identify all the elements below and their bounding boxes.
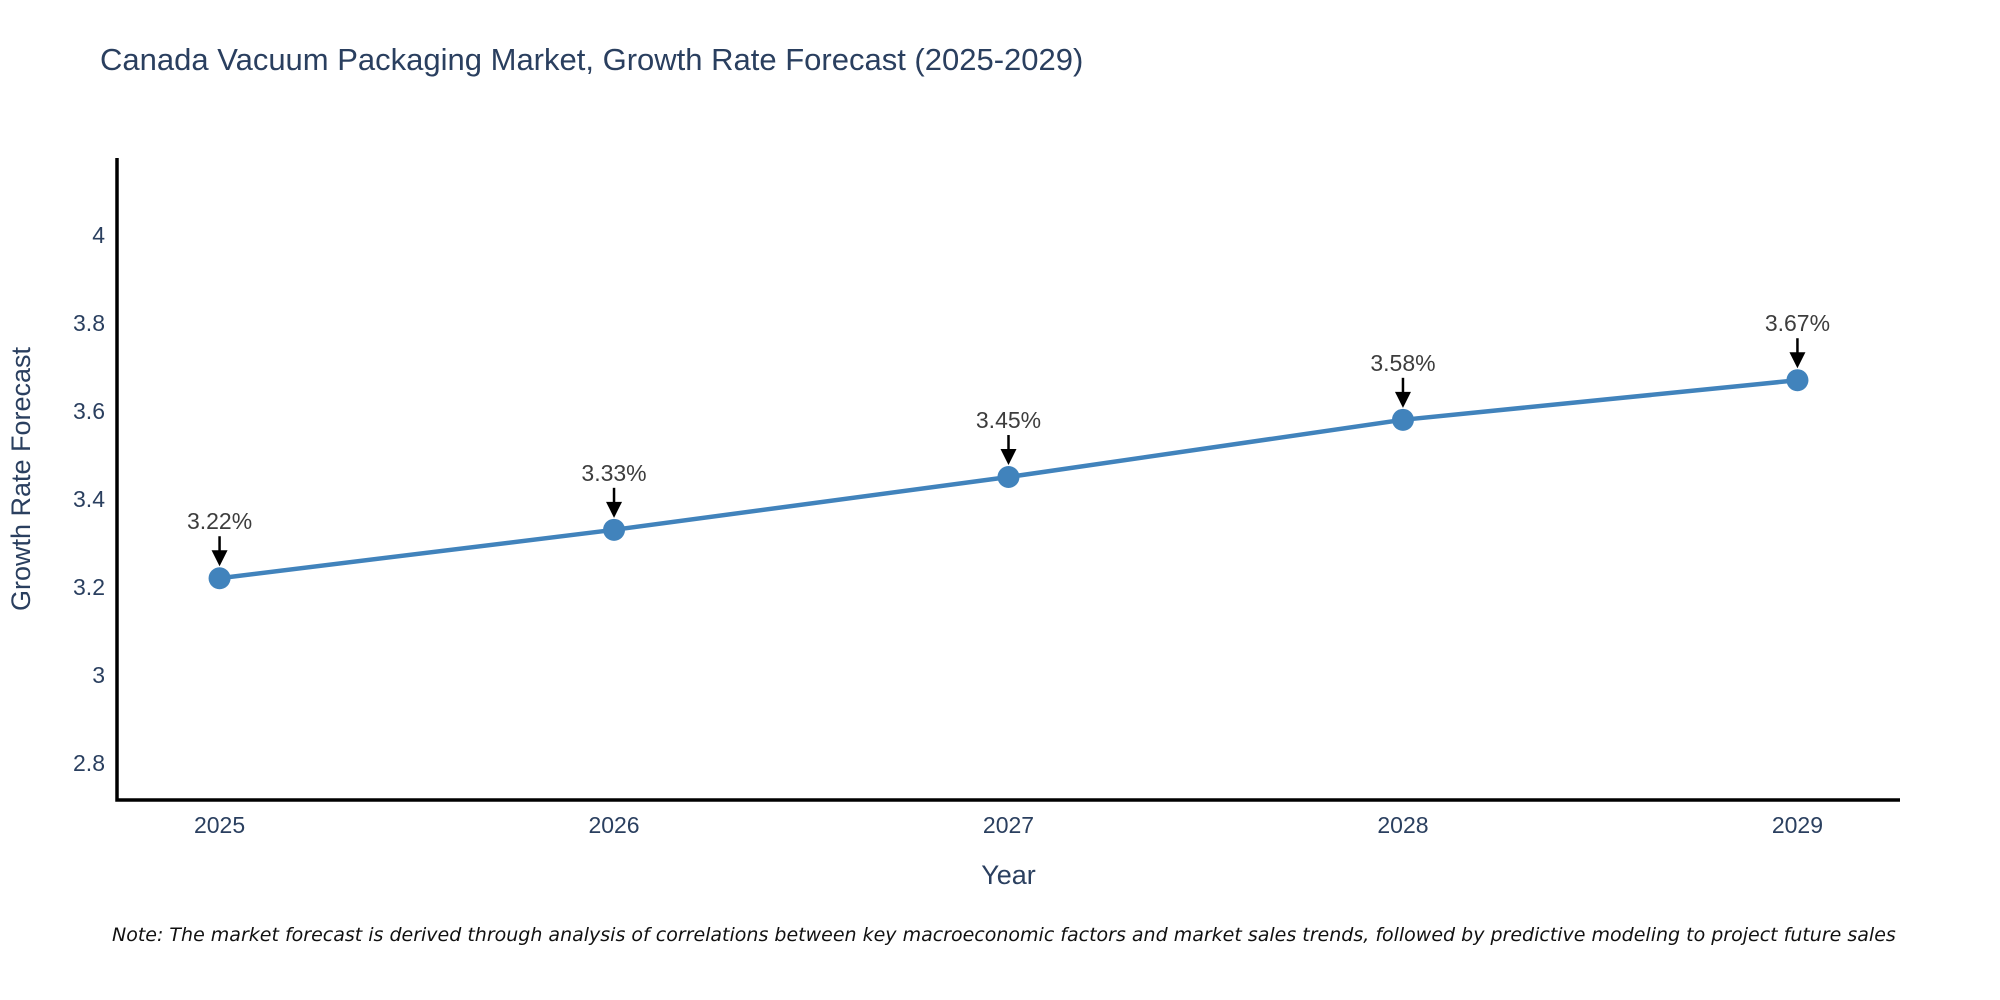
data-label: 3.58% <box>1370 350 1435 376</box>
data-label: 3.22% <box>187 508 252 534</box>
y-tick-label: 3 <box>92 662 105 688</box>
y-tick-label: 4 <box>92 222 105 248</box>
x-axis-title: Year <box>981 860 1036 890</box>
footnote: Note: The market forecast is derived thr… <box>112 924 1896 946</box>
annotation-arrow-head <box>211 550 228 567</box>
y-tick-label: 3.2 <box>73 574 105 600</box>
y-axis-title: Growth Rate Forecast <box>6 346 36 611</box>
y-tick-label: 3.4 <box>73 486 105 512</box>
y-tick-label: 3.8 <box>73 310 105 336</box>
chart-title: Canada Vacuum Packaging Market, Growth R… <box>100 42 1084 77</box>
annotation-arrow-head <box>606 501 623 518</box>
axis-lines <box>115 158 1900 802</box>
x-tick-label: 2025 <box>194 812 245 838</box>
x-tick-label: 2027 <box>983 812 1034 838</box>
annotation-arrow-head <box>1000 449 1017 466</box>
data-label: 3.33% <box>581 460 646 486</box>
annotation-arrow-head <box>1394 391 1411 408</box>
x-tick-label: 2026 <box>588 812 639 838</box>
data-point-2029 <box>1786 369 1809 392</box>
x-tick-label: 2029 <box>1772 812 1823 838</box>
data-point-2028 <box>1391 408 1414 431</box>
data-label: 3.67% <box>1765 310 1830 336</box>
y-tick-label: 3.6 <box>73 398 105 424</box>
data-point-2027 <box>997 466 1020 489</box>
annotation-arrow-head <box>1789 352 1806 369</box>
data-label: 3.45% <box>976 407 1041 433</box>
data-point-2025 <box>208 567 231 590</box>
data-point-2026 <box>603 518 626 541</box>
x-tick-label: 2028 <box>1377 812 1428 838</box>
y-tick-label: 2.8 <box>73 750 105 776</box>
